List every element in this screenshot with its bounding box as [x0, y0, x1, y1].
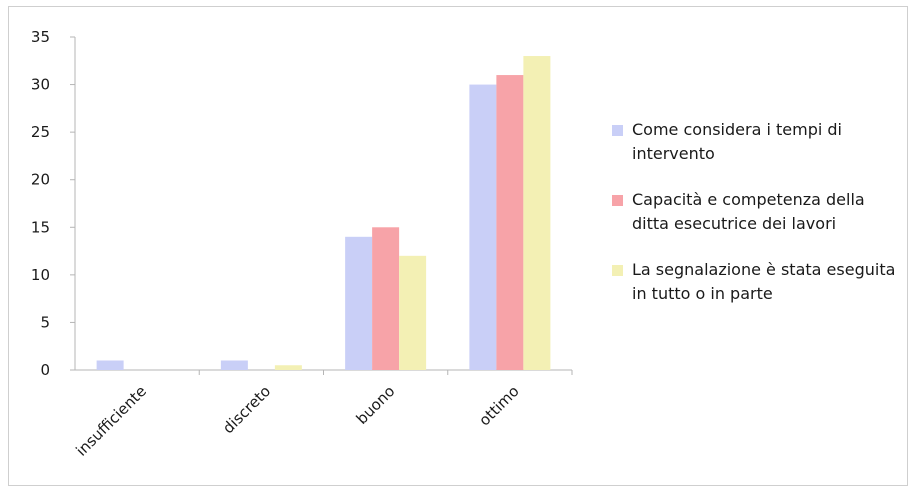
- bar: [220, 360, 248, 370]
- legend-label-1: Come considera i tempi di intervento: [632, 120, 842, 163]
- y-tick-label: 5: [40, 313, 50, 331]
- y-tick-label: 35: [31, 28, 50, 46]
- legend-item-2: Capacità e competenza della ditta esecut…: [612, 188, 902, 236]
- legend-label-3: La segnalazione è stata eseguita in tutt…: [632, 260, 896, 303]
- bar: [274, 365, 302, 370]
- legend-item-1: Come considera i tempi di intervento: [612, 118, 902, 166]
- y-tick-label: 20: [31, 171, 50, 189]
- legend-swatch-2: [612, 195, 623, 206]
- x-tick-label: buono: [353, 382, 399, 428]
- chart-frame: [8, 6, 908, 486]
- bar: [399, 255, 427, 370]
- bar: [96, 360, 124, 370]
- legend-swatch-1: [612, 125, 623, 136]
- x-tick-label: discreto: [219, 382, 274, 437]
- legend-item-3: La segnalazione è stata eseguita in tutt…: [612, 258, 902, 306]
- x-tick-label: insufficiente: [72, 382, 150, 460]
- bar: [523, 56, 551, 371]
- bar: [345, 236, 373, 370]
- y-tick-label: 30: [31, 76, 50, 94]
- legend: Come considera i tempi di intervento Cap…: [612, 118, 902, 328]
- bar: [496, 75, 524, 371]
- x-tick-label: ottimo: [475, 382, 522, 429]
- bar: [469, 84, 497, 371]
- legend-swatch-3: [612, 265, 623, 276]
- y-tick-label: 10: [31, 266, 50, 284]
- y-tick-label: 25: [31, 123, 50, 141]
- bar: [372, 227, 400, 370]
- y-tick-label: 15: [31, 218, 50, 236]
- y-tick-label: 0: [40, 361, 50, 379]
- legend-label-2: Capacità e competenza della ditta esecut…: [632, 190, 865, 233]
